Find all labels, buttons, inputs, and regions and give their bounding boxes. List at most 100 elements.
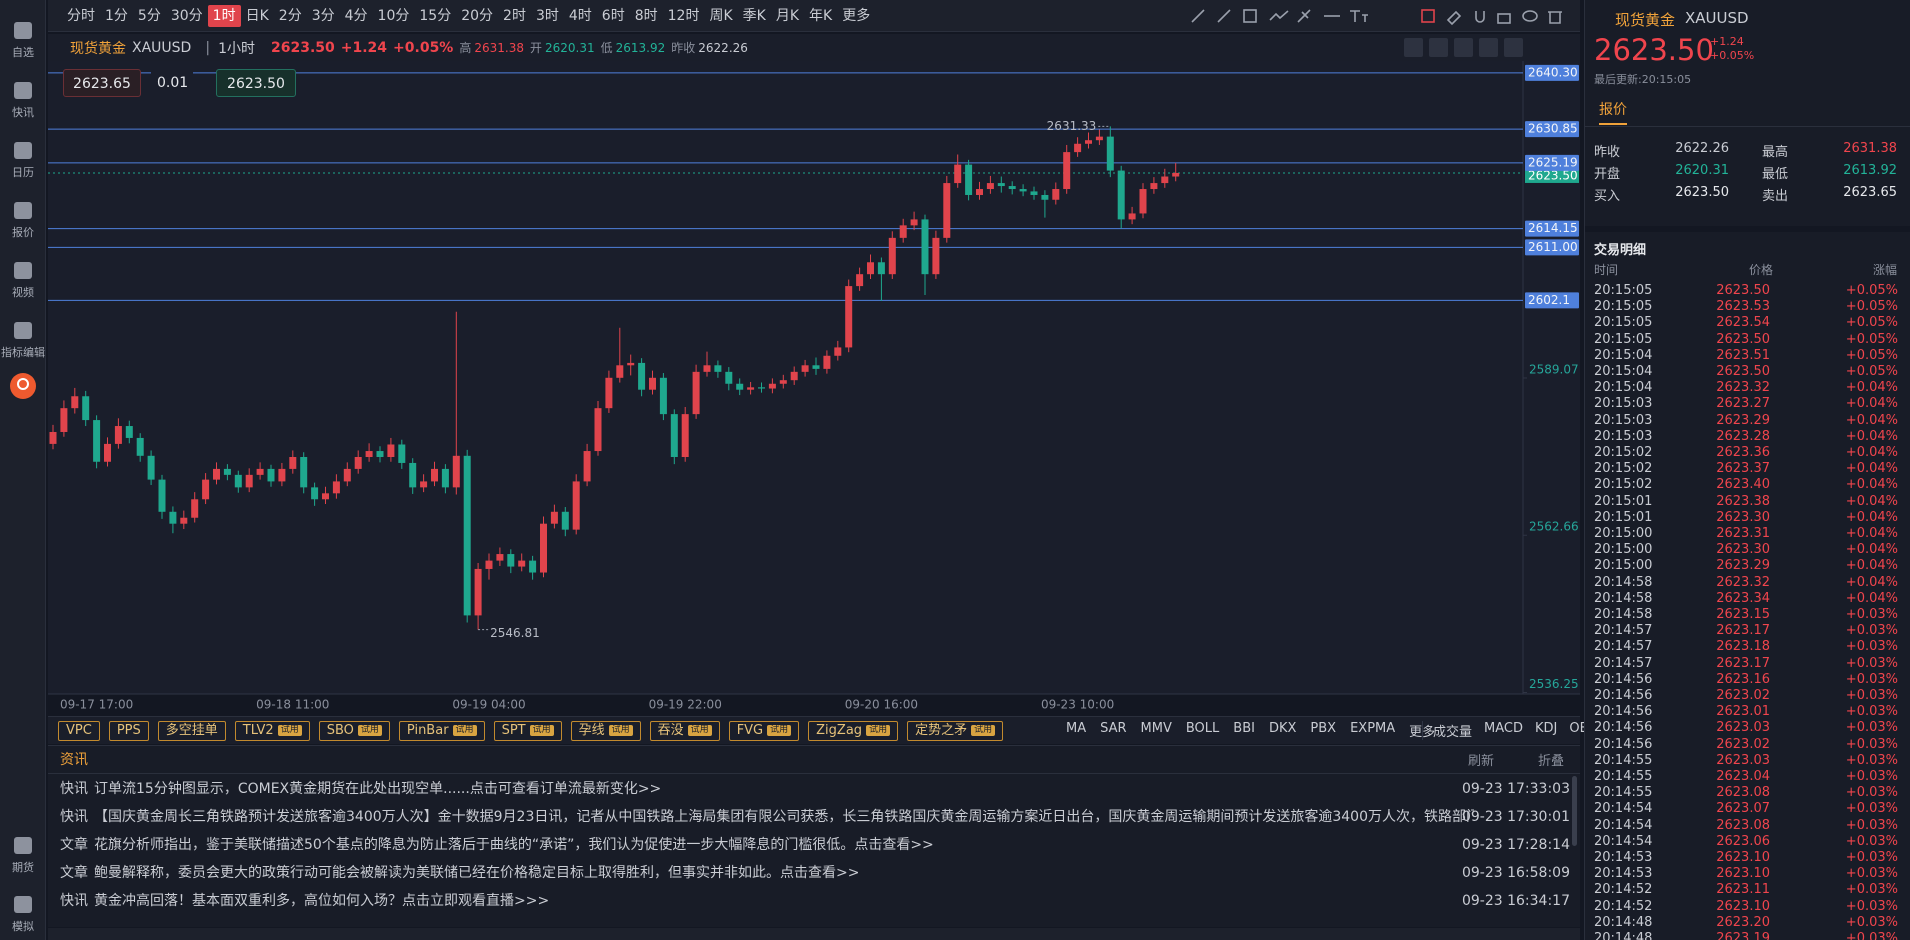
sidebar-item[interactable]: 报价 xyxy=(0,200,46,244)
sidebar-item[interactable]: 指标编辑 xyxy=(0,320,46,364)
sidebar-item[interactable]: 期货 xyxy=(0,835,46,879)
timeframe[interactable]: 30分 xyxy=(170,7,203,24)
chart-tool[interactable] xyxy=(1429,38,1448,57)
timeframe[interactable]: 8时 xyxy=(634,7,658,24)
sell-price-button[interactable]: 2623.65 xyxy=(63,69,141,97)
news-text[interactable]: 订单流15分钟图显示，COMEX黄金期货在此处出现空单......点击可查看订单… xyxy=(94,781,662,797)
sidebar-item[interactable]: 快讯 xyxy=(0,80,46,124)
news-tag: 快讯 xyxy=(60,893,88,909)
main-indicator[interactable]: PBX xyxy=(1310,721,1337,736)
stat-label: 昨收 xyxy=(671,41,696,55)
timeframe[interactable]: 月K xyxy=(775,7,800,24)
sub-indicator[interactable]: 成交量 xyxy=(1433,725,1473,740)
collapse-button[interactable]: 折叠 xyxy=(1538,754,1565,769)
symbol-code[interactable]: XAUUSD xyxy=(132,39,192,56)
news-text[interactable]: 黄金冲高回落！基本面双重利多，高位如何入场？点击立即观看直播>>> xyxy=(94,893,550,909)
timeframe[interactable]: 2分 xyxy=(278,7,302,24)
level-label[interactable]: 2630.85 xyxy=(1528,122,1578,136)
indicator-button[interactable]: TLV2 试用 xyxy=(234,720,310,741)
trade-change: +0.03% xyxy=(1845,752,1898,768)
main-indicator[interactable]: BBI xyxy=(1233,721,1255,736)
timeframe[interactable]: 4分 xyxy=(344,7,368,24)
sub-indicator[interactable]: KDJ xyxy=(1534,721,1558,736)
chart-tool[interactable] xyxy=(1504,38,1523,57)
indicator-button[interactable]: 吞没 试用 xyxy=(649,720,720,741)
indicator-button[interactable]: PinBar 试用 xyxy=(398,720,485,741)
timeframe[interactable]: 季K xyxy=(742,7,766,24)
timeframe[interactable]: 3分 xyxy=(311,7,335,24)
timeframe[interactable]: 5分 xyxy=(137,7,161,24)
timeframe[interactable]: 日K xyxy=(245,7,269,24)
candle-body xyxy=(158,479,166,512)
x-tick-label: 09-20 16:00 xyxy=(845,698,918,712)
sub-indicator[interactable]: MACD xyxy=(1484,721,1523,736)
sidebar-label: 快讯 xyxy=(12,106,34,119)
timeframe[interactable]: 20分 xyxy=(461,7,494,24)
sidebar-item[interactable]: 视频 xyxy=(0,260,46,304)
candle-body xyxy=(638,362,646,390)
tool-icons[interactable] xyxy=(1190,6,1575,26)
main-indicator[interactable]: BOLL xyxy=(1185,721,1220,736)
main-indicator[interactable]: MA xyxy=(1066,721,1087,736)
news-text[interactable]: 【国庆黄金周长三角铁路预计发送旅客逾3400万人次】金十数据9月23日讯，记者从… xyxy=(94,809,1474,825)
level-label[interactable]: 2602.1 xyxy=(1528,293,1570,307)
indicator-button[interactable]: FVG 试用 xyxy=(728,720,800,741)
indicator-button[interactable]: VPC xyxy=(58,720,100,741)
candle-body xyxy=(627,362,635,366)
trade-change: +0.03% xyxy=(1845,655,1898,671)
main-indicator[interactable]: SAR xyxy=(1100,721,1127,736)
timeframe-active[interactable]: 1时 xyxy=(207,4,241,27)
news-text[interactable]: 花旗分析师指出，鉴于美联储描述50个基点的降息为防止落后于曲线的“承诺”，我们认… xyxy=(94,837,934,853)
chart-tool[interactable] xyxy=(1404,38,1423,57)
sidebar-item[interactable]: 自选 xyxy=(0,20,46,64)
timeframe[interactable]: 周K xyxy=(709,7,733,24)
indicator-button[interactable]: SPT 试用 xyxy=(493,720,562,741)
candle-body xyxy=(234,474,242,488)
level-label[interactable]: 2614.15 xyxy=(1528,221,1578,235)
indicator-button[interactable]: SBO 试用 xyxy=(318,720,390,741)
sidebar-item[interactable]: 日历 xyxy=(0,140,46,184)
timeframe[interactable]: 1分 xyxy=(105,7,128,24)
timeframe[interactable]: 分时 xyxy=(67,7,95,24)
indicator-button[interactable]: 定势之矛 试用 xyxy=(907,720,1004,741)
refresh-button[interactable]: 刷新 xyxy=(1468,754,1495,769)
indicator-button[interactable]: ZigZag 试用 xyxy=(808,720,899,741)
timeframe[interactable]: 12时 xyxy=(667,7,700,24)
timeframe[interactable]: 4时 xyxy=(568,7,592,24)
timeframe[interactable]: 15分 xyxy=(419,7,452,24)
indicator-button[interactable]: 多空挂单 xyxy=(157,720,226,741)
news-text[interactable]: 鲍曼解释称，委员会更大的政策行动可能会被解读为美联储已经在价格稳定目标上取得胜利… xyxy=(94,865,860,881)
chart-tool[interactable] xyxy=(1479,38,1498,57)
main-indicator[interactable]: MMV xyxy=(1140,721,1172,736)
field-label: 最低 xyxy=(1762,167,1789,182)
main-indicator[interactable]: EXPMA xyxy=(1350,721,1396,736)
chart-tool[interactable] xyxy=(1454,38,1473,57)
trade-row: 20:15:02 2623.36 +0.04% xyxy=(1585,445,1910,461)
lots-input[interactable]: 0.01 xyxy=(151,69,193,97)
timeframe[interactable]: 3时 xyxy=(535,7,559,24)
timeframe[interactable]: 2时 xyxy=(503,7,526,24)
candle-body xyxy=(616,365,624,378)
trade-row: 20:14:56 2623.02 +0.03% xyxy=(1585,688,1910,704)
candle-body xyxy=(1085,140,1092,144)
candle-body xyxy=(572,481,580,530)
level-label[interactable]: 2625.19 xyxy=(1528,155,1578,169)
period[interactable]: 1小时 xyxy=(218,40,255,57)
timeframe[interactable]: 10分 xyxy=(377,7,410,24)
level-label[interactable]: 2640.30 xyxy=(1528,65,1578,79)
timeframe[interactable]: 年K xyxy=(809,7,833,24)
alert-icon[interactable] xyxy=(9,372,37,400)
indicator-button[interactable]: 孕线 试用 xyxy=(570,720,641,741)
indicator-button[interactable]: PPS xyxy=(108,720,149,741)
more-button[interactable]: 更多 xyxy=(842,7,871,24)
sidebar-item[interactable]: 模拟 xyxy=(0,894,46,938)
trade-change: +0.05% xyxy=(1845,364,1898,379)
news-row: 文章 鲍曼解释称，委员会更大的政策行动可能会被解读为美联储已经在价格稳定目标上取得… xyxy=(60,861,1570,885)
trade-change: +0.04% xyxy=(1845,412,1898,428)
quote-tab[interactable]: 报价 xyxy=(1599,99,1627,125)
buy-price-button[interactable]: 2623.50 xyxy=(216,69,296,97)
timeframe[interactable]: 6时 xyxy=(601,7,625,24)
main-indicator[interactable]: DKX xyxy=(1268,721,1297,736)
level-label[interactable]: 2611.00 xyxy=(1528,240,1578,254)
symbol-name[interactable]: 现货黄金 xyxy=(70,40,126,57)
